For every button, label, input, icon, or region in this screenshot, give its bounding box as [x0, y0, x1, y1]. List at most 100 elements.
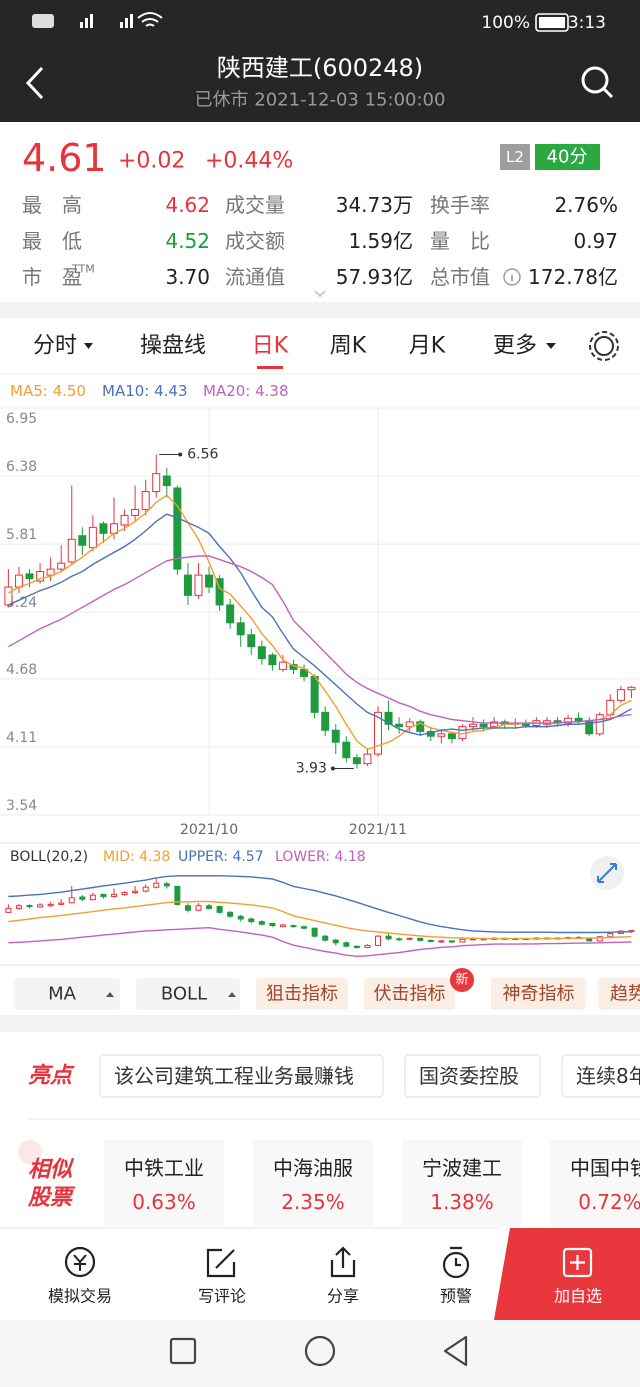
candle-body: [363, 753, 372, 765]
boll-candle-body: [163, 883, 170, 887]
stock-change: 2.35%: [281, 1190, 345, 1214]
y-tick-label: 6.38: [6, 459, 37, 475]
add-watchlist-bg[interactable]: [494, 1228, 640, 1320]
separator: [0, 302, 640, 318]
ma-line: [8, 555, 632, 724]
indicator-button[interactable]: [364, 978, 455, 1010]
nav-label[interactable]: 模拟交易: [48, 1287, 112, 1306]
add-icon: [562, 1247, 593, 1278]
indicator-arrow: [228, 992, 236, 997]
candle-body: [236, 622, 245, 636]
boll-candle-body: [448, 940, 455, 943]
tab[interactable]: 日K: [252, 334, 289, 359]
y-tick-label: 3.54: [6, 798, 37, 814]
stock-change: 1.38%: [430, 1190, 494, 1214]
boll-candle-body: [132, 890, 139, 893]
stock-card[interactable]: [550, 1140, 640, 1226]
tab[interactable]: 月K: [409, 334, 446, 359]
stock-change: 0.72%: [578, 1190, 640, 1214]
comment-icon: [206, 1248, 236, 1278]
candle-body: [57, 562, 66, 570]
boll-candle-body: [417, 937, 424, 941]
candle-body: [564, 717, 573, 724]
recent-button[interactable]: [169, 1337, 197, 1365]
tab[interactable]: 操盘线: [140, 334, 206, 359]
boll-candle-body: [142, 886, 149, 892]
stock-name: 中铁工业: [124, 1156, 204, 1180]
tag-chip[interactable]: [561, 1054, 640, 1098]
tab[interactable]: 分时: [33, 334, 77, 359]
similar-title: 股票: [27, 1186, 76, 1211]
boll-candle-body: [227, 911, 234, 917]
system-back-button[interactable]: [443, 1335, 468, 1367]
home-button[interactable]: [304, 1335, 336, 1367]
stat-value: 172.78亿: [528, 265, 618, 289]
candle-body: [331, 729, 340, 743]
stat-value: 0.97: [573, 229, 618, 253]
expand-arrow[interactable]: [314, 290, 326, 298]
stock-name: 宁波建工: [422, 1156, 502, 1180]
tab[interactable]: 周K: [330, 334, 367, 359]
level-text: L2: [506, 148, 524, 166]
ma-line: [8, 513, 632, 736]
signal-icons: [80, 14, 133, 28]
stock-card[interactable]: [104, 1140, 224, 1226]
boll-candle-body: [353, 945, 360, 949]
tag-chip[interactable]: [404, 1054, 541, 1098]
indicator-button[interactable]: [136, 978, 240, 1010]
candle-body: [416, 721, 425, 732]
nav-label[interactable]: 分享: [327, 1287, 359, 1306]
boll-candle-body: [269, 922, 276, 927]
info-icon[interactable]: [503, 268, 521, 286]
stock-card[interactable]: [253, 1140, 373, 1226]
boll-candle-body: [248, 918, 255, 923]
nav-label[interactable]: 预警: [440, 1287, 472, 1306]
tag-chip[interactable]: [99, 1054, 384, 1098]
y-tick-label: 5.81: [6, 527, 37, 543]
indicator-button[interactable]: [256, 978, 348, 1010]
candle-body: [226, 604, 235, 624]
boll-candle-body: [375, 935, 381, 946]
annotation-dot: [330, 766, 335, 771]
boll-candle-body: [396, 938, 403, 941]
nav-label[interactable]: 加自选: [554, 1287, 602, 1306]
boll-candle-body: [26, 904, 33, 908]
price-change: +0.02: [118, 149, 185, 174]
indicator-button[interactable]: [598, 978, 640, 1010]
new-badge: [450, 968, 474, 992]
ma-legend: MA5: 4.50: [10, 382, 86, 400]
settings-button[interactable]: [589, 331, 619, 361]
nav-label[interactable]: 写评论: [198, 1287, 246, 1306]
fullscreen-button[interactable]: [590, 856, 624, 890]
stock-change: 0.63%: [132, 1190, 196, 1214]
back-button[interactable]: [25, 66, 44, 100]
stock-card[interactable]: [402, 1140, 522, 1226]
boll-legend: LOWER: 4.18: [275, 849, 366, 865]
score-badge[interactable]: [535, 144, 600, 170]
boll-candle-body: [607, 933, 614, 938]
ma-legend: MA10: 4.43: [102, 382, 188, 400]
tab[interactable]: 更多: [493, 334, 537, 359]
candle-body: [574, 717, 583, 722]
boll-candle-body: [79, 896, 86, 900]
decoration: [18, 1140, 42, 1164]
boll-candle-body: [290, 925, 297, 928]
boll-candle-body: [406, 937, 413, 940]
boll-line: [8, 875, 632, 934]
candle-body: [4, 586, 13, 606]
boll-candle-body: [206, 905, 213, 909]
candle-body: [300, 668, 309, 678]
search-button[interactable]: [581, 66, 614, 99]
boll-candle-body: [5, 907, 12, 913]
indicator-button[interactable]: [14, 978, 120, 1010]
candle-body: [152, 473, 161, 493]
indicator-button[interactable]: [491, 978, 586, 1010]
indicator-label: MA: [48, 984, 77, 1005]
boll-candle-body: [174, 885, 181, 905]
clock: 3:13: [568, 13, 606, 33]
stat-label: 量 比: [430, 229, 490, 253]
boll-candle-body: [184, 905, 191, 911]
tag-text: 国资委控股: [419, 1064, 519, 1088]
score-text[interactable]: 40分: [547, 147, 588, 168]
